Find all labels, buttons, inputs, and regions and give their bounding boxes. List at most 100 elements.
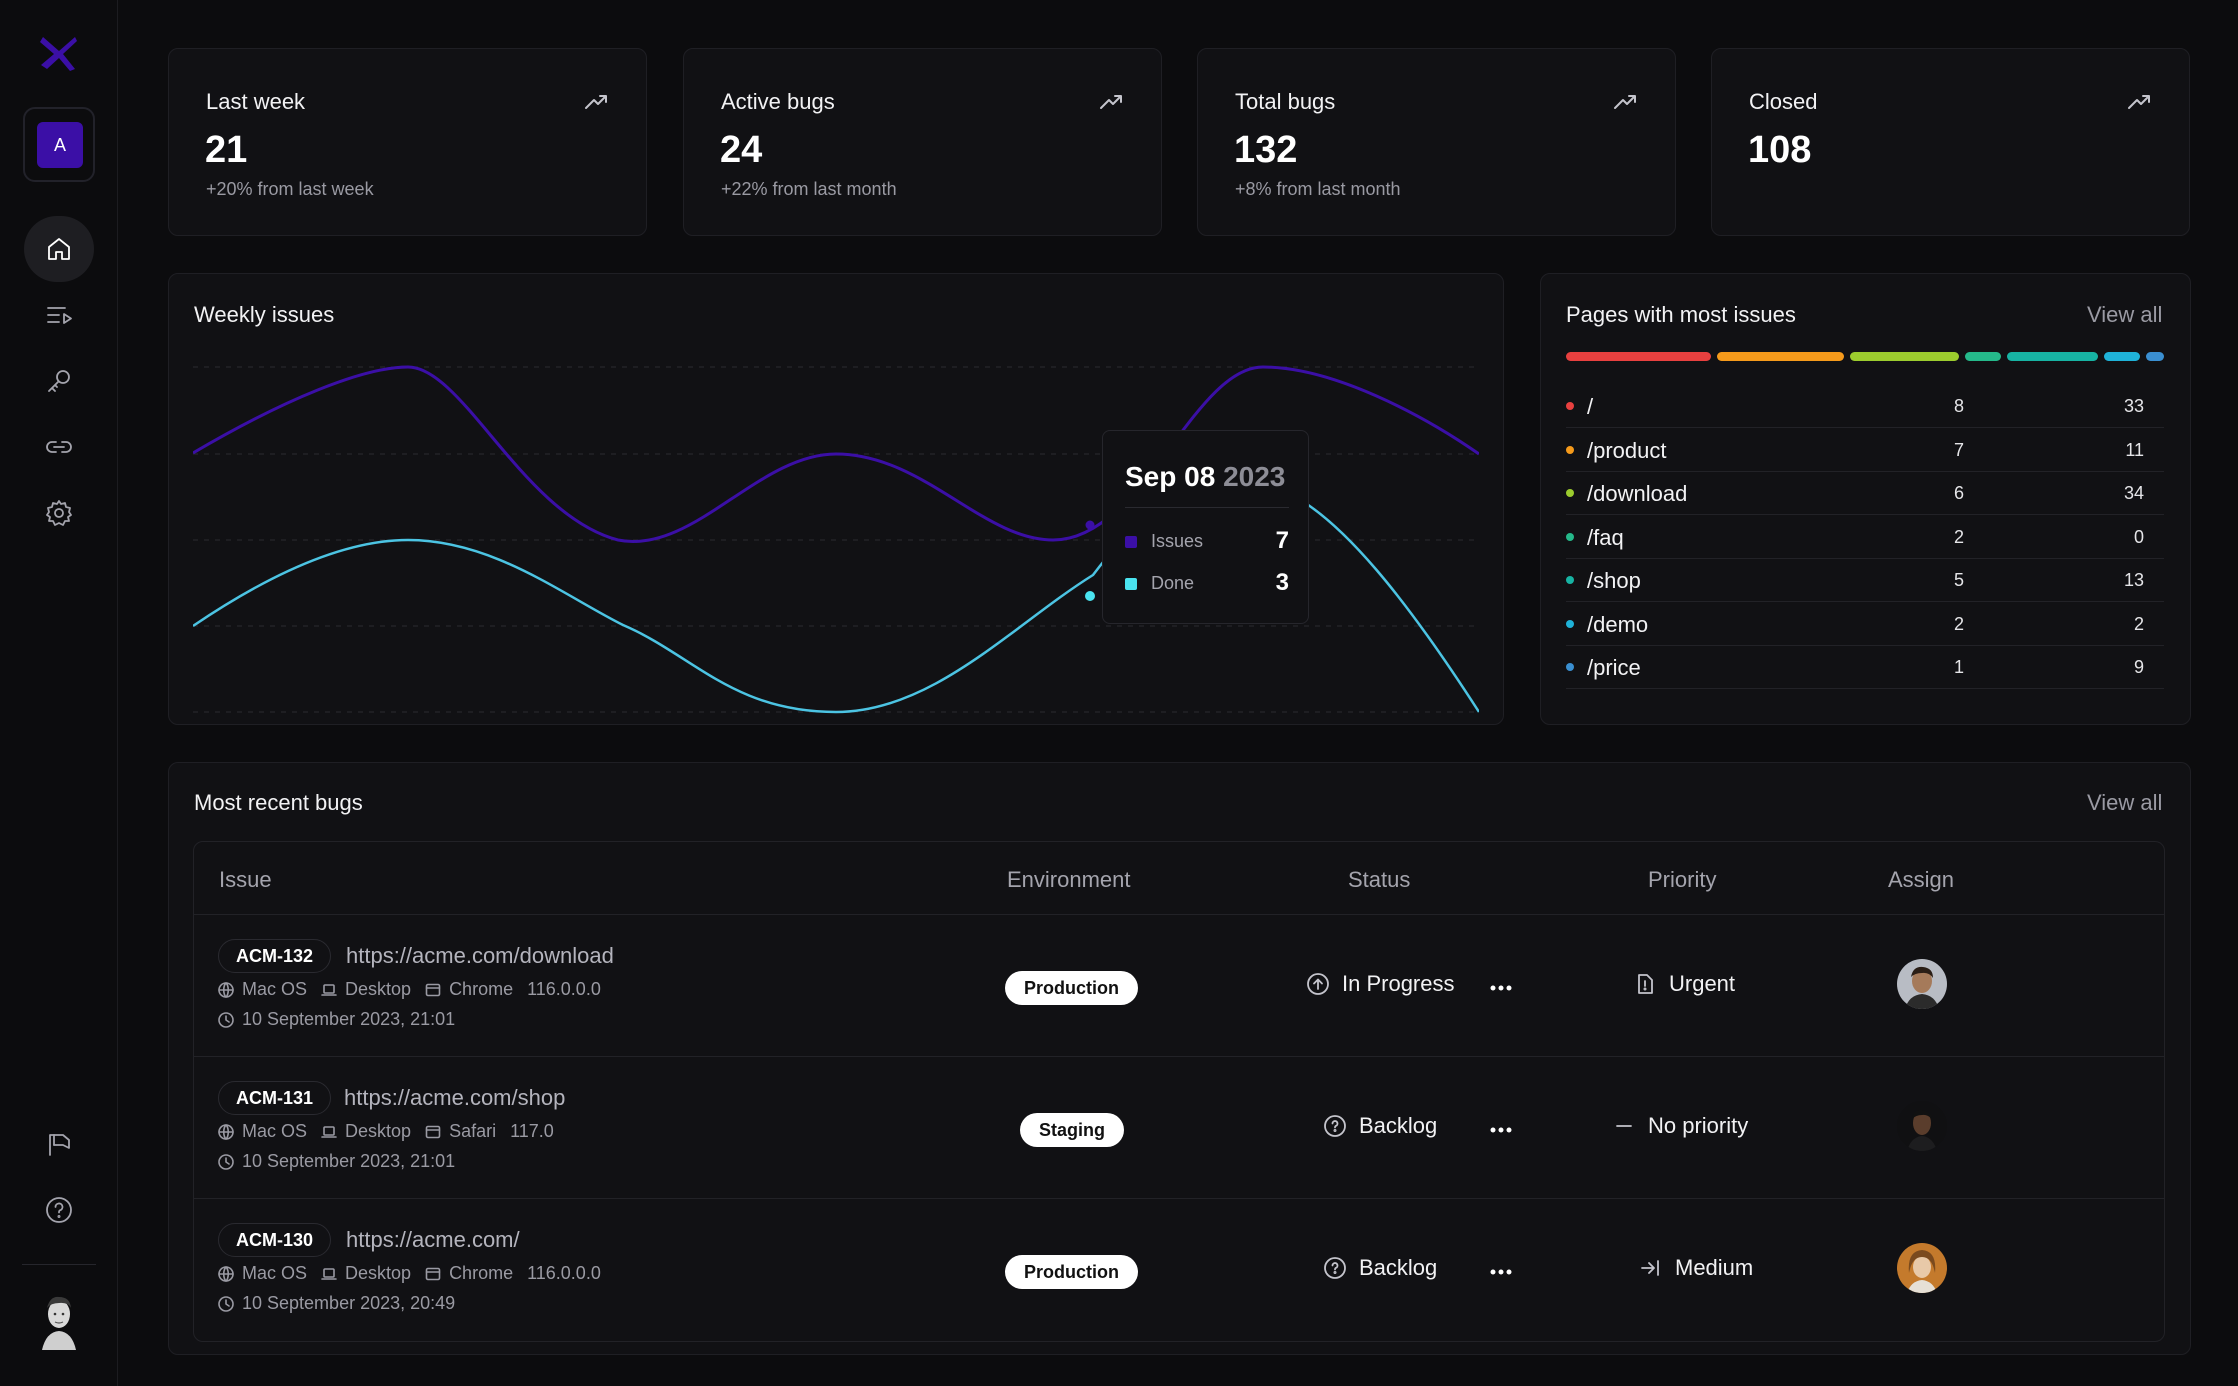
nav-announcements[interactable] bbox=[24, 1111, 94, 1177]
stat-card-last-week[interactable]: Last week 21 +20% from last week bbox=[168, 48, 647, 236]
recent-bugs-panel bbox=[168, 762, 2191, 1355]
stat-title: Closed bbox=[1749, 89, 1818, 114]
page-row[interactable]: /download 6 34 bbox=[1566, 471, 2164, 515]
nav-help[interactable] bbox=[24, 1177, 94, 1243]
pages-panel-title: Pages with most issues bbox=[1566, 302, 1796, 327]
globe-icon bbox=[218, 1123, 234, 1140]
issue-time: 10 September 2023, 20:49 bbox=[218, 1293, 455, 1314]
page-path: /product bbox=[1587, 438, 1667, 463]
bugs-view-all-link[interactable]: View all bbox=[2087, 790, 2163, 815]
issue-id-badge[interactable]: ACM-130 bbox=[218, 1223, 332, 1257]
stat-value: 21 bbox=[205, 129, 248, 171]
user-avatar[interactable] bbox=[38, 1294, 80, 1350]
laptop-icon bbox=[321, 1267, 337, 1280]
assignee-avatar[interactable] bbox=[1897, 1243, 1947, 1293]
segment-demo bbox=[2104, 352, 2140, 361]
issue-meta: Mac OS Desktop Chrome 116.0.0.0 bbox=[218, 979, 601, 1000]
recent-bugs-title: Most recent bugs bbox=[194, 790, 363, 815]
timestamp: 10 September 2023, 21:01 bbox=[242, 1009, 456, 1029]
page-row[interactable]: /demo 2 2 bbox=[1566, 602, 2164, 646]
weekly-issues-title: Weekly issues bbox=[194, 302, 335, 327]
more-actions-button[interactable] bbox=[1486, 1257, 1516, 1287]
status-label: Backlog bbox=[1359, 1113, 1438, 1138]
stat-subtext: +8% from last month bbox=[1235, 179, 1401, 199]
status-cell[interactable]: Backlog bbox=[1323, 1255, 1437, 1281]
trend-up-icon bbox=[585, 95, 607, 109]
tooltip-label: Done bbox=[1151, 573, 1195, 593]
pages-view-all-link[interactable]: View all bbox=[2087, 302, 2163, 327]
announcement-icon bbox=[49, 1134, 70, 1156]
stat-card-closed[interactable]: Closed 108 bbox=[1711, 48, 2190, 236]
issue-url[interactable]: https://acme.com/ bbox=[346, 1227, 520, 1252]
issues-list-icon bbox=[47, 307, 72, 324]
column-header-issue[interactable]: Issue bbox=[219, 867, 272, 892]
issues-series-line bbox=[193, 365, 1479, 543]
priority-cell[interactable]: Medium bbox=[1639, 1255, 1753, 1281]
issue-meta: Mac OS Desktop Chrome 116.0.0.0 bbox=[218, 1263, 601, 1284]
status-cell[interactable]: In Progress bbox=[1306, 971, 1455, 997]
os-label: Mac OS bbox=[242, 979, 308, 999]
priority-cell[interactable]: No priority bbox=[1612, 1113, 1748, 1139]
page-row[interactable]: /product 7 11 bbox=[1566, 428, 2164, 472]
more-actions-button[interactable] bbox=[1486, 973, 1516, 1003]
table-row[interactable]: ACM-130 https://acme.com/ Mac OS Desktop… bbox=[194, 1198, 2164, 1341]
issue-id-badge[interactable]: ACM-132 bbox=[218, 939, 332, 973]
column-header-status[interactable]: Status bbox=[1348, 867, 1411, 892]
table-row[interactable]: ACM-132 https://acme.com/download Mac OS… bbox=[194, 914, 2164, 1057]
page-row[interactable]: /price 1 9 bbox=[1566, 645, 2164, 689]
issue-id-badge[interactable]: ACM-131 bbox=[218, 1081, 332, 1115]
table-row[interactable]: ACM-131 https://acme.com/shop Mac OS Des… bbox=[194, 1056, 2164, 1199]
home-icon bbox=[48, 238, 70, 260]
page-count-a: 6 bbox=[1953, 483, 1964, 503]
chart-tooltip: Sep 08 2023 Issues 7 Done 3 bbox=[1102, 430, 1309, 624]
segment-shop bbox=[2007, 352, 2098, 361]
tooltip-date: Sep 08 2023 bbox=[1125, 461, 1285, 493]
device-label: Desktop bbox=[345, 979, 412, 999]
globe-icon bbox=[218, 981, 234, 998]
more-actions-button[interactable] bbox=[1486, 1115, 1516, 1145]
version-label: 116.0.0.0 bbox=[527, 979, 601, 999]
stat-card-active-bugs[interactable]: Active bugs 24 +22% from last month bbox=[683, 48, 1162, 236]
issue-time: 10 September 2023, 21:01 bbox=[218, 1151, 455, 1172]
nav-home[interactable] bbox=[24, 216, 94, 282]
nav-links[interactable] bbox=[24, 414, 94, 480]
column-header-environment[interactable]: Environment bbox=[1007, 867, 1131, 892]
tooltip-row-done: Done 3 bbox=[1125, 569, 1289, 597]
nav-settings[interactable] bbox=[24, 480, 94, 546]
device-label: Desktop bbox=[345, 1263, 412, 1283]
nav-keys[interactable] bbox=[24, 348, 94, 414]
column-header-priority[interactable]: Priority bbox=[1648, 867, 1717, 892]
workspace-avatar[interactable]: A bbox=[37, 122, 83, 168]
page-color-dot bbox=[1566, 489, 1574, 497]
tooltip-value: 3 bbox=[1275, 569, 1289, 596]
priority-cell[interactable]: Urgent bbox=[1633, 971, 1735, 997]
page-row[interactable]: /faq 2 0 bbox=[1566, 515, 2164, 559]
stat-card-total-bugs[interactable]: Total bugs 132 +8% from last month bbox=[1197, 48, 1676, 236]
segment-product bbox=[1717, 352, 1844, 361]
clock-icon bbox=[218, 1295, 234, 1312]
assignee-avatar[interactable] bbox=[1897, 959, 1947, 1009]
issue-meta: Mac OS Desktop Safari 117.0 bbox=[218, 1121, 554, 1142]
page-count-a: 2 bbox=[1953, 614, 1964, 634]
more-horizontal-icon bbox=[1490, 1269, 1512, 1275]
page-count-a: 1 bbox=[1953, 657, 1964, 677]
app-logo-icon[interactable] bbox=[37, 33, 81, 73]
status-cell[interactable]: Backlog bbox=[1323, 1113, 1437, 1139]
tooltip-day: Sep 08 bbox=[1125, 461, 1216, 492]
page-count-a: 5 bbox=[1953, 570, 1964, 590]
stat-value: 24 bbox=[720, 129, 763, 171]
page-row[interactable]: /shop 5 13 bbox=[1566, 558, 2164, 602]
issue-url[interactable]: https://acme.com/download bbox=[346, 943, 614, 968]
done-point bbox=[1085, 591, 1095, 601]
priority-label: Urgent bbox=[1669, 971, 1736, 996]
status-label: Backlog bbox=[1359, 1255, 1438, 1280]
nav-issues[interactable] bbox=[24, 282, 94, 348]
page-row[interactable]: / 8 33 bbox=[1566, 384, 2164, 428]
issue-url[interactable]: https://acme.com/shop bbox=[344, 1085, 566, 1110]
tooltip-divider bbox=[1125, 507, 1289, 508]
column-header-assign[interactable]: Assign bbox=[1888, 867, 1955, 892]
assignee-avatar[interactable] bbox=[1897, 1101, 1947, 1151]
page-color-dot bbox=[1566, 402, 1574, 410]
priority-label: No priority bbox=[1648, 1113, 1749, 1138]
workspace-switcher[interactable]: A bbox=[23, 107, 95, 182]
